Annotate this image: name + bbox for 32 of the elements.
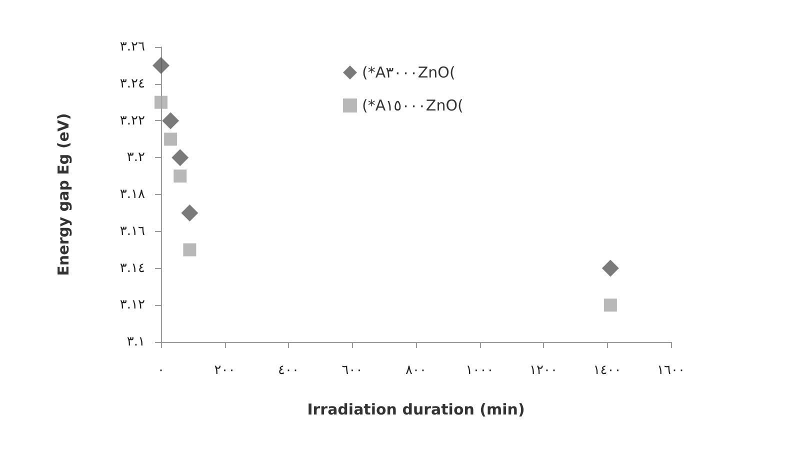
x-tick-label: ١٠٠٠ [466,363,494,378]
point [181,204,198,222]
x-tick-label: ١٦٠٠ [657,363,685,378]
point [172,149,189,166]
y-tick-label: ٣.١٢ [120,298,146,313]
x-tick-label: ٦٠٠ [342,363,363,378]
point [154,96,168,109]
point [604,298,617,312]
legend-label: (*A٣٠٠٠ZnO( [362,64,456,82]
x-tick-label: ١٢٠٠ [530,363,558,378]
x-tick-label: ٢٠٠ [214,363,236,378]
x-tick-label: ١٤٠٠ [593,363,622,378]
point [152,56,170,74]
x-tick-label: ٨٠٠ [406,363,426,378]
x-tick-label: ٠ [158,363,164,378]
y-tick-label: ٣.١٨ [120,187,146,202]
y-tick-label: ٣.١ [126,334,145,350]
legend-label: (*A١٥٠٠٠ZnO( [362,96,464,114]
y-tick-label: ٣.١٤ [120,260,145,276]
y-tick-label: ٣.٢٦ [120,40,146,54]
x-axis-title: Irradiation duration (min) [307,400,525,418]
y-tick-label: ٣.٢ [126,150,146,166]
point [174,170,187,183]
y-tick-label: ٣.٢٢ [120,113,146,128]
x-tick-label: ٤٠٠ [278,363,299,378]
point [164,132,178,146]
y-tick-label: ٣.٢٤ [120,76,145,92]
y-axis-title: Energy gap Eg (eV) [54,113,72,276]
point [602,260,619,277]
point [162,112,180,130]
point [183,243,196,256]
y-tick-label: ٣.١٦ [120,224,146,239]
